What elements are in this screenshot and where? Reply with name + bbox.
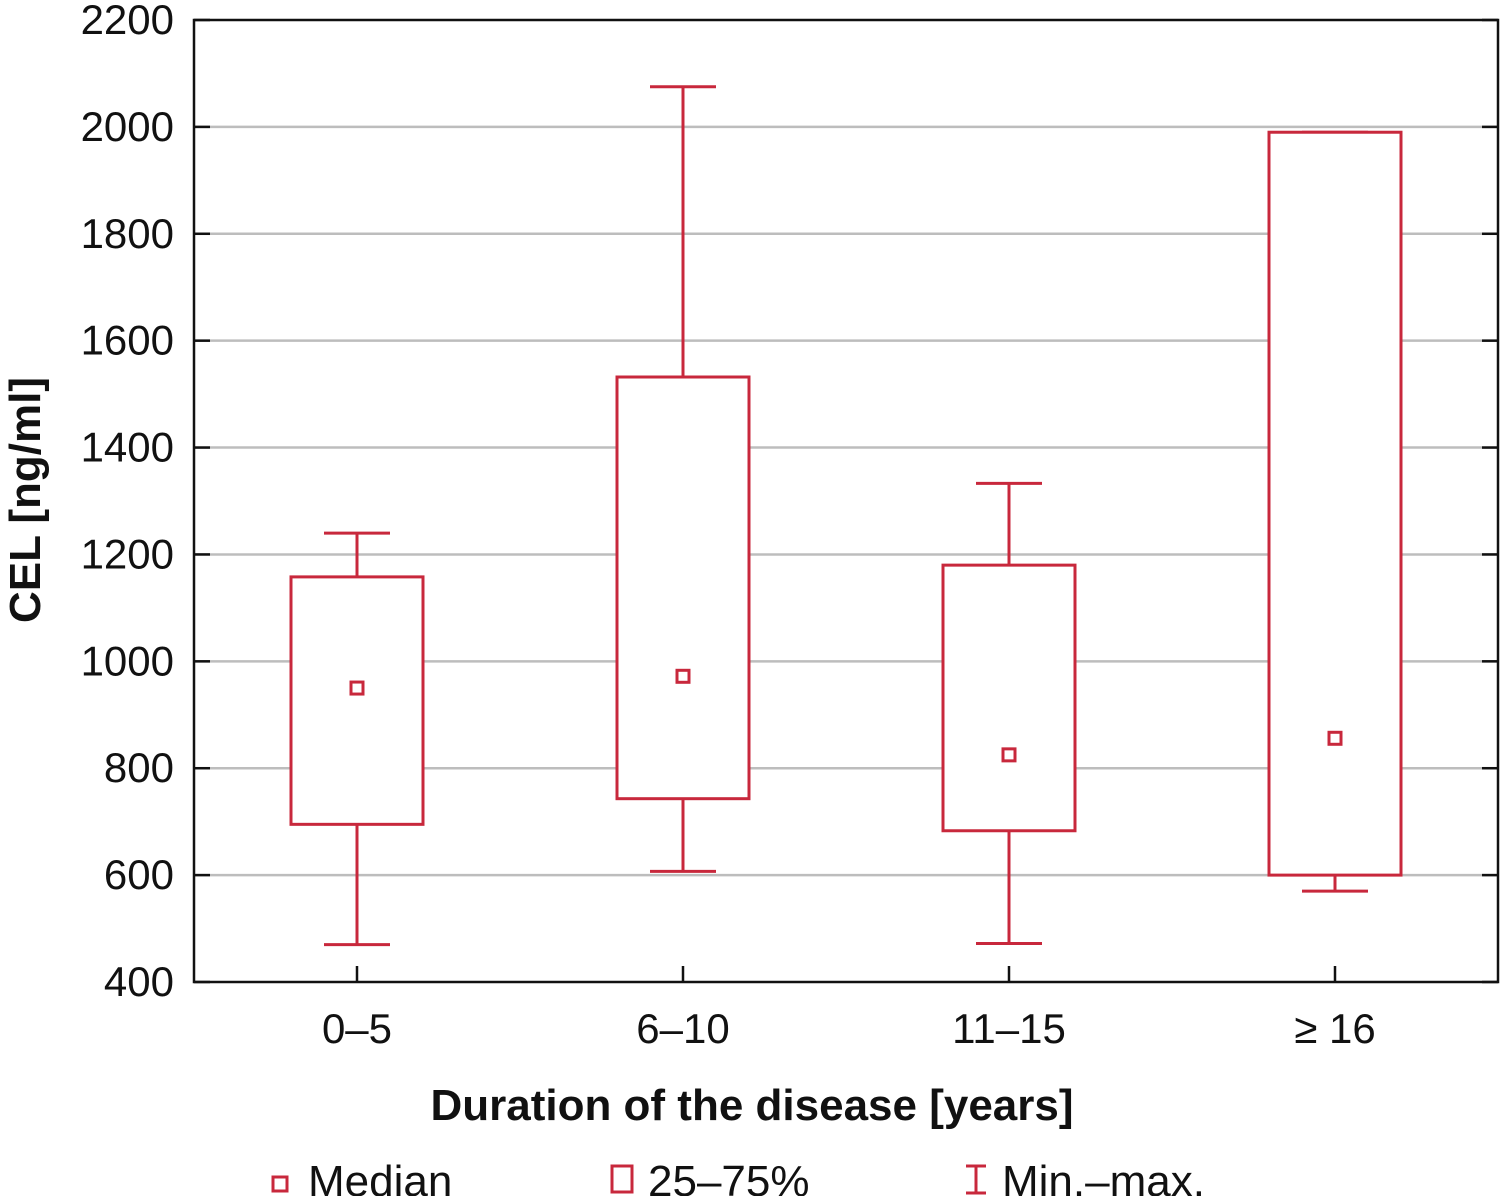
median-marker (675, 668, 691, 684)
median-marker (1001, 747, 1017, 763)
whisker-marker-icon (966, 1164, 986, 1195)
y-axis-title: CEL [ng/ml] (1, 377, 50, 623)
x-tick-label: 11–15 (952, 1005, 1066, 1052)
median-marker (1327, 730, 1343, 746)
y-tick-label: 1800 (81, 210, 174, 257)
legend-item-median: Median (271, 1157, 452, 1196)
y-tick-label: 400 (104, 958, 174, 1005)
box-2 (941, 481, 1077, 946)
y-tick-label: 1400 (81, 424, 174, 471)
legend: Median 25–75% Min.–max. (271, 1157, 1205, 1196)
y-axis-ticks: 400 600 800 1000 1200 1400 1600 1800 2000 2200 (81, 0, 1498, 1005)
box-3 (1267, 130, 1403, 893)
y-tick-label: 800 (104, 744, 174, 791)
y-tick-label: 2200 (81, 0, 174, 43)
legend-item-range: Min.–max. (966, 1157, 1205, 1196)
box-marker-icon (610, 1164, 634, 1194)
legend-item-iqr: 25–75% (610, 1157, 809, 1196)
y-tick-label: 2000 (81, 103, 174, 150)
box-1 (615, 85, 751, 873)
iqr-box (615, 375, 751, 801)
median-marker-icon (271, 1175, 289, 1193)
x-axis-title: Duration of the disease [years] (430, 1081, 1073, 1130)
plot-area-frame (192, 18, 1500, 984)
y-tick-label: 1200 (81, 530, 174, 577)
y-tick-label: 600 (104, 851, 174, 898)
x-axis-ticks: 0–5 6–10 11–15 ≥ 16 (322, 966, 1376, 1052)
legend-label-median: Median (308, 1157, 452, 1196)
median-marker (349, 680, 365, 696)
x-tick-label: 6–10 (636, 1005, 729, 1052)
iqr-box (289, 575, 425, 826)
y-tick-label: 1000 (81, 637, 174, 684)
x-tick-label: 0–5 (322, 1005, 392, 1052)
legend-label-iqr: 25–75% (648, 1157, 809, 1196)
iqr-box (1267, 130, 1403, 877)
x-tick-label: ≥ 16 (1294, 1005, 1375, 1052)
box-0 (289, 531, 425, 947)
y-tick-label: 1600 (81, 317, 174, 364)
legend-label-range: Min.–max. (1002, 1157, 1205, 1196)
iqr-box (941, 563, 1077, 833)
box-series (289, 85, 1403, 947)
